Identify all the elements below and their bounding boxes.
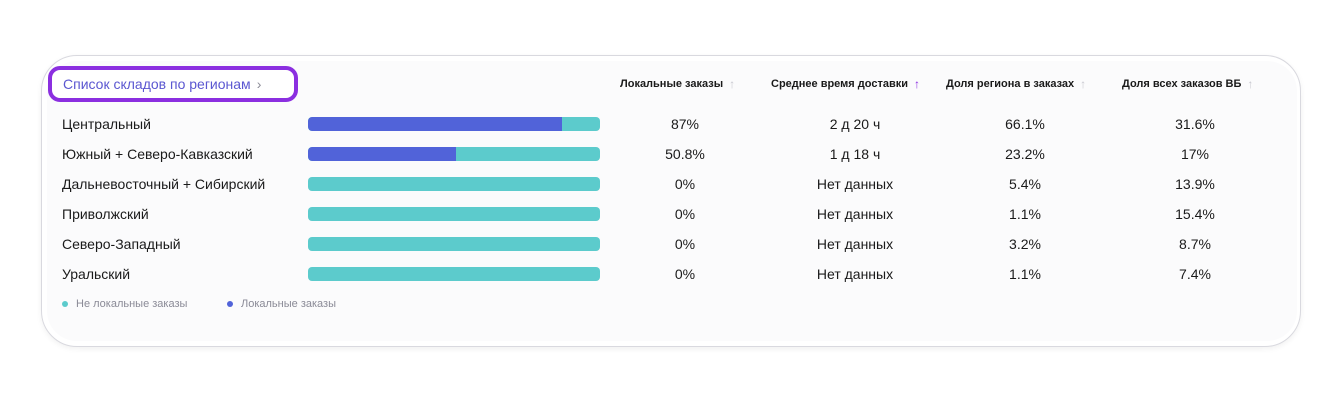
legend-item-nonlocal: Не локальные заказы (62, 298, 187, 310)
region-share-value: 1.1% (1009, 206, 1041, 222)
chevron-right-icon: › (256, 76, 262, 92)
legend-item-local: Локальные заказы (227, 298, 336, 310)
region-share-value: 23.2% (1005, 146, 1045, 162)
wb-share-value: 7.4% (1179, 266, 1211, 282)
table-row: Уральский 0% Нет данных 1.1% 7.4% (0, 265, 1344, 295)
column-header-label: Локальные заказы (620, 78, 724, 90)
region-share-value: 5.4% (1009, 176, 1041, 192)
local-orders-value: 0% (674, 236, 696, 252)
region-share-value: 1.1% (1009, 266, 1041, 282)
table-row: Южный + Северо-Кавказский 50.8% 1 д 18 ч… (0, 145, 1344, 175)
legend-label: Локальные заказы (241, 298, 336, 310)
column-header-label: Доля региона в заказах (946, 78, 1075, 90)
arrow-up-icon: ↑ (913, 77, 920, 91)
local-orders-bar-fill (308, 117, 563, 131)
warehouses-by-region-label: Список складов по регионам (63, 76, 251, 92)
local-orders-value: 0% (674, 206, 696, 222)
local-orders-bar (308, 237, 600, 251)
region-name: Центральный (62, 116, 151, 132)
delivery-time-value: Нет данных (816, 236, 894, 252)
wb-share-value: 17% (1180, 146, 1210, 162)
local-orders-bar (308, 267, 600, 281)
regions-card-inner (47, 61, 1297, 341)
delivery-time-value: 2 д 20 ч (829, 116, 881, 132)
table-row: Северо-Западный 0% Нет данных 3.2% 8.7% (0, 235, 1344, 265)
column-header-delivery-time[interactable]: Среднее время доставки ↑ (771, 77, 920, 91)
table-row: Приволжский 0% Нет данных 1.1% 15.4% (0, 205, 1344, 235)
warehouses-by-region-link[interactable]: Список складов по регионам › (48, 66, 298, 102)
wb-share-value: 13.9% (1175, 176, 1215, 192)
column-header-region-share[interactable]: Доля региона в заказах ↑ (946, 77, 1086, 91)
local-orders-bar (308, 207, 600, 221)
region-name: Уральский (62, 266, 131, 282)
legend-dot-icon (227, 301, 233, 307)
wb-share-value: 15.4% (1175, 206, 1215, 222)
region-share-value: 3.2% (1009, 236, 1041, 252)
column-header-label: Доля всех заказов ВБ (1122, 78, 1242, 90)
local-orders-value: 0% (674, 266, 696, 282)
region-name: Северо-Западный (62, 236, 181, 252)
arrow-up-icon: ↑ (1247, 77, 1254, 91)
column-header-wb-share[interactable]: Доля всех заказов ВБ ↑ (1122, 77, 1253, 91)
table-row: Центральный 87% 2 д 20 ч 66.1% 31.6% (0, 115, 1344, 145)
column-header-local-orders[interactable]: Локальные заказы ↑ (620, 77, 735, 91)
region-name: Дальневосточный + Сибирский (62, 176, 266, 192)
local-orders-bar (308, 117, 600, 131)
delivery-time-value: 1 д 18 ч (829, 146, 881, 162)
delivery-time-value: Нет данных (816, 176, 894, 192)
legend-dot-icon (62, 301, 68, 307)
region-name: Приволжский (62, 206, 149, 222)
local-orders-bar (308, 177, 600, 191)
arrow-up-icon: ↑ (1080, 77, 1087, 91)
local-orders-bar (308, 147, 600, 161)
local-orders-bar-fill (308, 147, 457, 161)
column-header-label: Среднее время доставки (771, 78, 908, 90)
legend-label: Не локальные заказы (76, 298, 188, 310)
local-orders-value: 0% (674, 176, 696, 192)
region-share-value: 66.1% (1005, 116, 1045, 132)
delivery-time-value: Нет данных (816, 266, 894, 282)
local-orders-value: 50.8% (665, 146, 705, 162)
table-row: Дальневосточный + Сибирский 0% Нет данны… (0, 175, 1344, 205)
delivery-time-value: Нет данных (816, 206, 894, 222)
wb-share-value: 8.7% (1179, 236, 1211, 252)
local-orders-value: 87% (670, 116, 700, 132)
arrow-up-icon: ↑ (729, 77, 736, 91)
region-name: Южный + Северо-Кавказский (62, 146, 253, 162)
wb-share-value: 31.6% (1175, 116, 1215, 132)
